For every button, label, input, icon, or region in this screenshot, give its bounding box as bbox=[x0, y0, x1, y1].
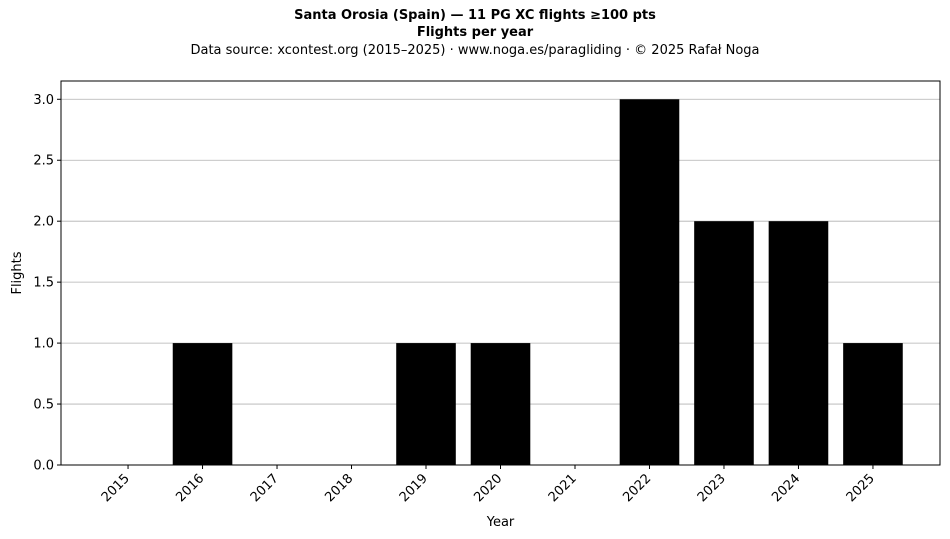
bar-2025 bbox=[843, 343, 903, 465]
bar-2016 bbox=[172, 343, 233, 465]
x-tick-label: 2024 bbox=[769, 471, 803, 505]
y-tick-label: 1.5 bbox=[33, 276, 54, 291]
x-axis: 2015 2016 2017 2018 2019 2020 2021 2022 2023 2024… bbox=[99, 465, 878, 505]
x-tick-label: 2018 bbox=[322, 471, 356, 505]
x-tick-label: 2021 bbox=[546, 471, 580, 505]
x-tick-label: 2020 bbox=[471, 471, 505, 505]
y-tick-label: 0.0 bbox=[33, 459, 54, 474]
y-tick-label: 0.5 bbox=[33, 398, 54, 413]
source-note: Data source: xcontest.org (2015–2025) · … bbox=[190, 43, 760, 58]
y-axis-label: Flights bbox=[10, 251, 25, 294]
x-tick-label: 2016 bbox=[173, 471, 207, 505]
y-tick-label: 2.5 bbox=[33, 154, 54, 169]
x-tick-label: 2017 bbox=[248, 471, 282, 505]
y-tick-label: 1.0 bbox=[33, 337, 54, 352]
y-tick-label: 3.0 bbox=[33, 93, 54, 108]
chart-subtitle: Flights per year bbox=[416, 25, 534, 40]
x-tick-label: 2015 bbox=[99, 471, 133, 505]
x-axis-label: Year bbox=[486, 515, 515, 530]
bar-2019 bbox=[396, 343, 456, 465]
x-tick-label: 2019 bbox=[397, 471, 431, 505]
bar-2020 bbox=[470, 343, 531, 465]
y-axis: 0.0 0.5 1.0 1.5 2.0 2.5 3.0 bbox=[33, 93, 61, 474]
bar-2023 bbox=[694, 221, 754, 465]
bar-2024 bbox=[768, 221, 829, 465]
bars bbox=[172, 99, 903, 466]
x-tick-label: 2023 bbox=[695, 471, 729, 505]
x-tick-label: 2025 bbox=[844, 471, 878, 505]
bar-2022 bbox=[619, 99, 680, 466]
y-tick-label: 2.0 bbox=[33, 215, 54, 230]
chart-title: Santa Orosia (Spain) — 11 PG XC flights … bbox=[294, 8, 656, 23]
x-tick-label: 2022 bbox=[620, 471, 654, 505]
